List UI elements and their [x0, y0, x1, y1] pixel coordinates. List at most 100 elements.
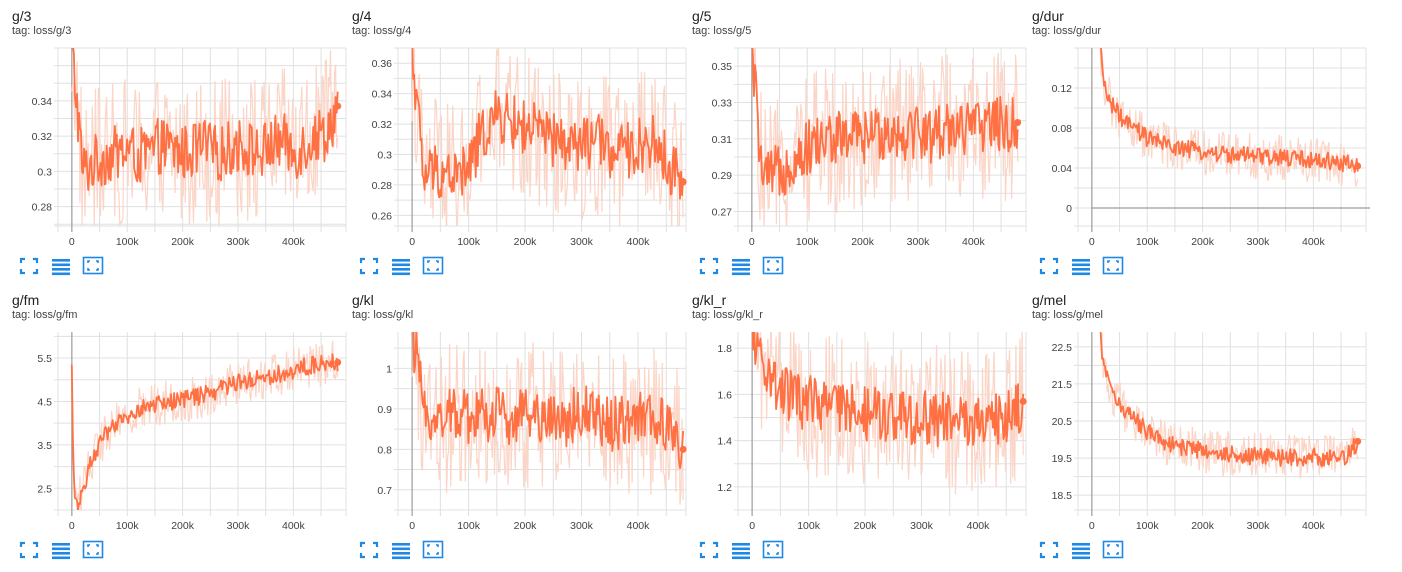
chart-card: g/dur tag: loss/g/dur 0 0.04 0.08 0.12 0 100k 20…	[1030, 0, 1370, 280]
chart-title: g/fm	[12, 292, 40, 308]
smoothed-series-line[interactable]	[70, 353, 339, 511]
series-end-point[interactable]	[1014, 118, 1022, 126]
raw-series-line	[752, 48, 1019, 226]
chart-card: g/mel tag: loss/g/mel 18.5 19.5 20.5 21.5 22.5…	[1030, 284, 1370, 564]
y-tick-label: 3.5	[37, 440, 52, 452]
chart-card: g/fm tag: loss/g/fm 2.5 3.5 4.5 5.5 0 100k 200k 3…	[10, 284, 350, 564]
fit-domain-icon[interactable]	[1102, 540, 1124, 560]
y-tick-label: 0.04	[1052, 163, 1073, 175]
y-tick-label: 0.28	[32, 202, 53, 214]
chart-title: g/3	[12, 8, 32, 24]
x-tick-label: 100k	[1136, 520, 1160, 532]
y-tick-label: 0.35	[712, 61, 733, 73]
fullscreen-icon[interactable]	[358, 256, 380, 276]
y-tick-label: 1.6	[717, 389, 732, 401]
fit-domain-icon[interactable]	[1102, 256, 1124, 276]
data-table-icon[interactable]	[390, 540, 412, 560]
x-tick-label: 400k	[962, 236, 986, 248]
fit-domain-icon[interactable]	[82, 256, 104, 276]
smoothed-series-line[interactable]	[1099, 42, 1359, 174]
y-tick-label: 0.34	[32, 96, 53, 108]
line-chart[interactable]: 0.28 0.3 0.32 0.34 0 100k 200k 300k 400k	[10, 0, 350, 250]
x-tick-label: 300k	[907, 236, 931, 248]
chart-title: g/5	[692, 8, 712, 24]
y-tick-label: 2.5	[37, 483, 52, 495]
data-table-icon[interactable]	[1070, 256, 1092, 276]
chart-tag: tag: loss/g/5	[692, 25, 752, 37]
y-tick-label: 4.5	[37, 396, 52, 408]
y-tick-label: 22.5	[1052, 342, 1073, 354]
x-tick-label: 100k	[457, 520, 481, 532]
data-table-icon[interactable]	[50, 256, 72, 276]
x-tick-label: 300k	[1247, 236, 1271, 248]
x-tick-label: 200k	[1191, 520, 1215, 532]
fit-domain-icon[interactable]	[422, 540, 444, 560]
line-chart[interactable]: 18.5 19.5 20.5 21.5 22.5 0 100k 200k 300k 400k	[1030, 284, 1370, 534]
smoothed-series-line[interactable]	[751, 307, 1025, 447]
fullscreen-icon[interactable]	[1038, 256, 1060, 276]
line-chart[interactable]: 0.27 0.29 0.31 0.33 0.35 0 100k 200k 300k 400k	[690, 0, 1030, 250]
line-chart[interactable]: 1.2 1.4 1.6 1.8 0 100k 200k 300k 400k	[690, 284, 1030, 534]
fit-domain-icon[interactable]	[422, 256, 444, 276]
series-end-point[interactable]	[334, 102, 342, 110]
chart-card: g/5 tag: loss/g/5 0.27 0.29 0.31 0.33 0.35 0 100…	[690, 0, 1030, 280]
smoothed-series-line[interactable]	[412, 309, 685, 469]
y-tick-label: 0.8	[377, 444, 392, 456]
x-tick-label: 0	[69, 236, 75, 248]
raw-series-line	[71, 49, 339, 226]
line-chart[interactable]: 2.5 3.5 4.5 5.5 0 100k 200k 300k 400k	[10, 284, 350, 534]
data-table-icon[interactable]	[730, 256, 752, 276]
fit-domain-icon[interactable]	[762, 256, 784, 276]
fullscreen-icon[interactable]	[698, 256, 720, 276]
x-tick-label: 400k	[282, 520, 306, 532]
series-end-point[interactable]	[679, 178, 687, 186]
y-tick-label: 0.7	[377, 485, 392, 497]
smoothed-series-line[interactable]	[1099, 324, 1359, 468]
series-end-point[interactable]	[1019, 397, 1027, 405]
x-tick-label: 100k	[1136, 236, 1160, 248]
raw-series-line	[71, 340, 339, 510]
y-tick-label: 1.8	[717, 343, 732, 355]
fullscreen-icon[interactable]	[1038, 540, 1060, 560]
x-tick-label: 100k	[457, 236, 481, 248]
y-tick-label: 0.28	[372, 180, 393, 192]
raw-series-line	[753, 332, 1024, 495]
line-chart[interactable]: 0.26 0.28 0.3 0.32 0.34 0.36 0 100k 200k 300k 400k	[350, 0, 690, 250]
data-table-icon[interactable]	[390, 256, 412, 276]
fit-domain-icon[interactable]	[82, 540, 104, 560]
series-end-point[interactable]	[679, 445, 687, 453]
y-tick-label: 1.4	[717, 436, 732, 448]
smoothed-series-line[interactable]	[411, 34, 685, 200]
smoothed-series-line[interactable]	[751, 32, 1019, 196]
line-chart[interactable]: 0 0.04 0.08 0.12 0 100k 200k 300k 400k	[1030, 0, 1370, 250]
fullscreen-icon[interactable]	[698, 540, 720, 560]
series-end-point[interactable]	[1354, 437, 1362, 445]
x-tick-label: 100k	[796, 236, 820, 248]
fullscreen-icon[interactable]	[358, 540, 380, 560]
y-tick-label: 21.5	[1052, 379, 1073, 391]
chart-card: g/kl tag: loss/g/kl 0.7 0.8 0.9 1 0 100k 200k 300…	[350, 284, 690, 564]
fit-domain-icon[interactable]	[762, 540, 784, 560]
smoothed-series-line[interactable]	[72, 36, 339, 191]
x-tick-label: 300k	[910, 520, 934, 532]
fullscreen-icon[interactable]	[18, 256, 40, 276]
raw-series-line	[1099, 48, 1359, 187]
y-tick-label: 0	[1066, 203, 1072, 215]
fullscreen-icon[interactable]	[18, 540, 40, 560]
x-tick-label: 300k	[227, 520, 251, 532]
chart-tag: tag: loss/g/4	[352, 25, 412, 37]
series-end-point[interactable]	[334, 358, 342, 366]
y-tick-label: 0.12	[1052, 83, 1073, 95]
y-tick-label: 1	[386, 363, 392, 375]
y-tick-label: 0.3	[377, 149, 392, 161]
data-table-icon[interactable]	[50, 540, 72, 560]
x-tick-label: 400k	[627, 236, 651, 248]
data-table-icon[interactable]	[1070, 540, 1092, 560]
x-tick-label: 0	[749, 520, 755, 532]
y-tick-label: 0.27	[712, 206, 733, 218]
line-chart[interactable]: 0.7 0.8 0.9 1 0 100k 200k 300k 400k	[350, 284, 690, 534]
x-tick-label: 400k	[627, 520, 651, 532]
series-end-point[interactable]	[1354, 162, 1362, 170]
data-table-icon[interactable]	[730, 540, 752, 560]
y-tick-label: 0.32	[32, 131, 53, 143]
